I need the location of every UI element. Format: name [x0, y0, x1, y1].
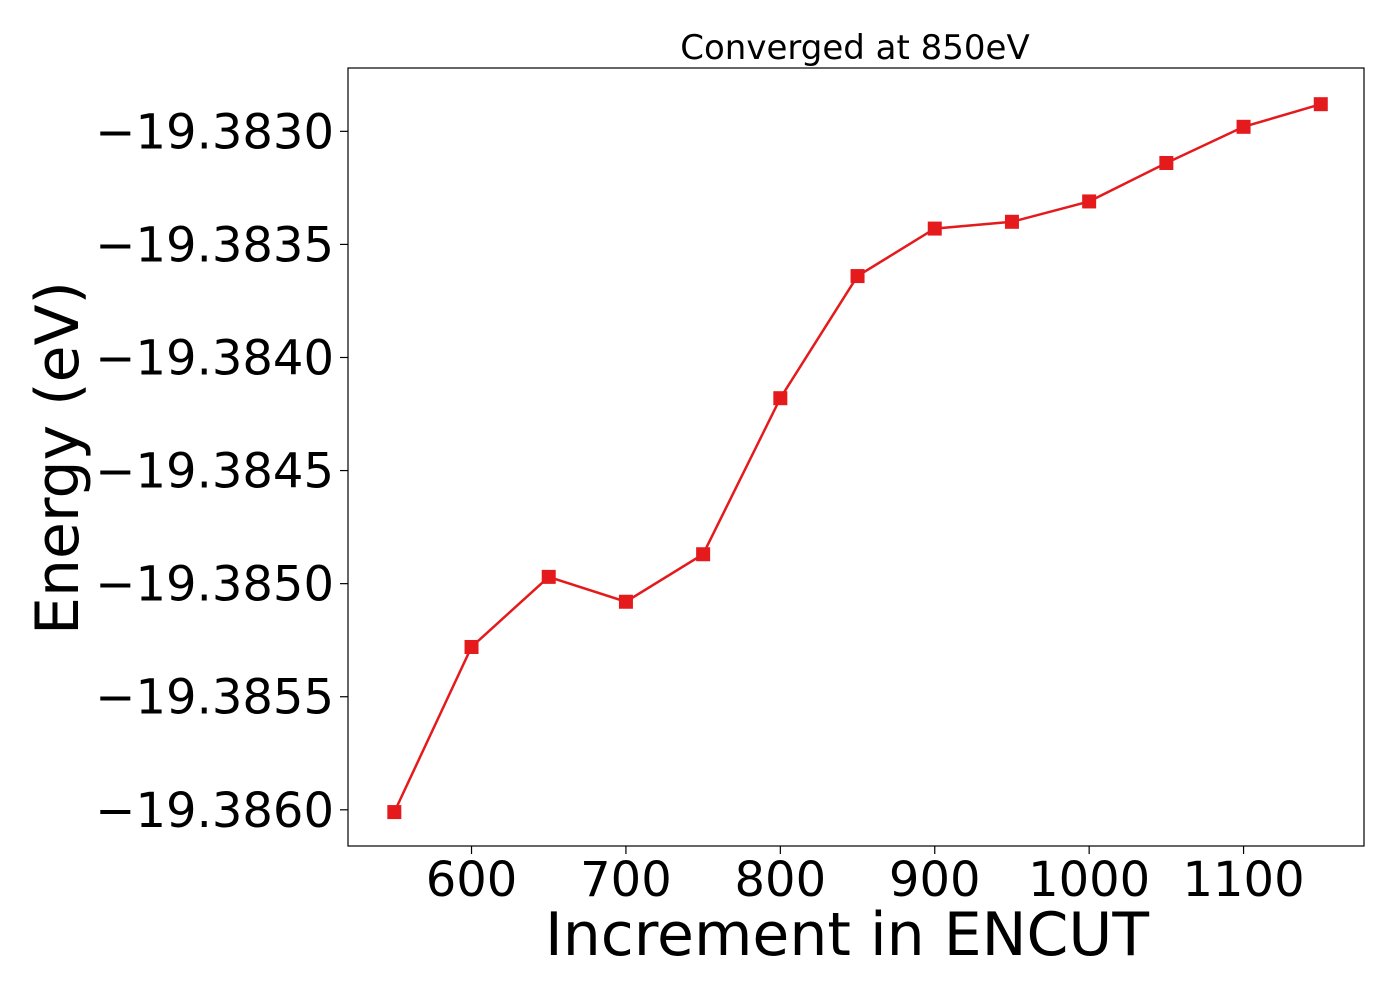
x-axis-label: Increment in ENCUT — [545, 900, 1149, 970]
energy-series-line — [393, 103, 1322, 813]
x-tick-label: 800 — [735, 852, 827, 908]
y-axis: −19.3860 −19.3855 −19.3850 −19.3845 −19.3840… — [95, 104, 348, 839]
x-tick-label: 600 — [426, 852, 518, 908]
y-tick-label: −19.3845 — [95, 444, 334, 500]
data-point — [464, 639, 479, 654]
x-tick-label: 1100 — [1182, 852, 1304, 908]
data-point — [1159, 155, 1174, 170]
data-point — [1313, 97, 1328, 112]
data-point — [387, 805, 402, 820]
x-tick-label: 700 — [580, 852, 672, 908]
y-axis-label: Energy (eV) — [23, 281, 93, 635]
plot-frame — [347, 67, 1365, 847]
y-tick-label: −19.3830 — [95, 104, 334, 160]
data-point — [850, 269, 865, 284]
data-point — [1004, 214, 1019, 229]
y-tick-label: −19.3855 — [95, 670, 334, 726]
data-point — [1082, 194, 1097, 209]
y-tick-label: −19.3850 — [95, 557, 334, 613]
data-point — [541, 569, 556, 584]
x-tick-label: 900 — [889, 852, 981, 908]
x-axis: 600 700 800 900 1000 1100 — [426, 846, 1305, 908]
energy-series-markers — [387, 97, 1328, 820]
data-point — [618, 594, 633, 609]
y-tick-label: −19.3835 — [95, 217, 334, 273]
data-point — [773, 391, 788, 406]
data-point — [927, 221, 942, 236]
x-tick-label: 1000 — [1028, 852, 1150, 908]
chart-title: Converged at 850eV — [680, 28, 1029, 68]
data-point — [1236, 119, 1251, 134]
y-tick-label: −19.3840 — [95, 330, 334, 386]
data-point — [696, 547, 711, 562]
y-tick-label: −19.3860 — [95, 783, 334, 839]
